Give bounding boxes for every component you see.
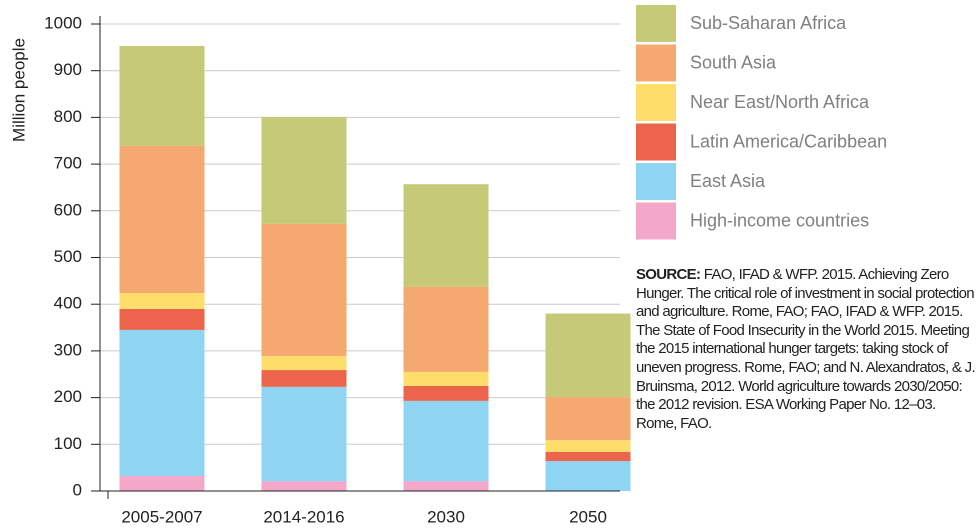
x-tick-label: 2030 bbox=[427, 507, 465, 526]
bar-segment bbox=[545, 313, 631, 398]
legend-label: Near East/North Africa bbox=[690, 92, 870, 112]
legend-swatch bbox=[636, 202, 676, 240]
y-tick-label: 700 bbox=[54, 154, 82, 173]
y-tick-label: 500 bbox=[54, 247, 82, 266]
bar-segment bbox=[403, 184, 489, 287]
bar-segment bbox=[119, 308, 205, 330]
bar-segment bbox=[261, 370, 347, 387]
bar-segment bbox=[545, 397, 631, 441]
y-tick-label: 900 bbox=[54, 60, 82, 79]
legend-label: High-income countries bbox=[690, 210, 869, 230]
x-tick-label: 2050 bbox=[569, 507, 607, 526]
bar-segment bbox=[261, 356, 347, 371]
source-text: FAO, IFAD & WFP. 2015. Achieving Zero Hu… bbox=[636, 266, 976, 432]
y-tick-label: 300 bbox=[54, 340, 82, 359]
bar-segment bbox=[261, 223, 347, 357]
y-tick-label: 800 bbox=[54, 107, 82, 126]
y-tick-label: 1000 bbox=[44, 13, 82, 32]
x-tick-label: 2005-2007 bbox=[121, 507, 202, 526]
legend-swatch bbox=[636, 5, 676, 42]
bar-segment bbox=[403, 371, 489, 386]
bar-segment bbox=[261, 386, 347, 482]
x-tick-label: 2014-2016 bbox=[263, 507, 344, 526]
bar-segment bbox=[403, 385, 489, 401]
legend-swatch bbox=[636, 163, 676, 200]
y-tick-label: 400 bbox=[54, 294, 82, 313]
legend-label: Sub-Saharan Africa bbox=[690, 13, 847, 33]
y-tick-label: 200 bbox=[54, 387, 82, 406]
bar-segment bbox=[403, 286, 489, 372]
bar-segment bbox=[545, 461, 631, 491]
bar-segment bbox=[119, 45, 205, 146]
bar-segment bbox=[119, 329, 205, 477]
bar-segment bbox=[403, 400, 489, 482]
source-label: SOURCE: bbox=[636, 266, 701, 283]
bar-segment bbox=[119, 476, 205, 491]
bar-segment bbox=[261, 116, 347, 224]
y-tick-label: 0 bbox=[73, 480, 82, 499]
bar-segment bbox=[545, 451, 631, 462]
bar-segment bbox=[119, 145, 205, 293]
legend-swatch bbox=[636, 123, 676, 161]
y-axis-label: Million people bbox=[9, 38, 28, 142]
y-tick-label: 600 bbox=[54, 200, 82, 219]
legend-swatch bbox=[636, 44, 676, 82]
legend-label: East Asia bbox=[690, 171, 766, 191]
legend-swatch bbox=[636, 84, 676, 121]
legend-label: Latin America/Caribbean bbox=[690, 131, 887, 151]
bar-segment bbox=[119, 292, 205, 309]
bar-segment bbox=[261, 481, 347, 491]
source-note: SOURCE: FAO, IFAD & WFP. 2015. Achieving… bbox=[636, 266, 976, 433]
bar-segment bbox=[403, 481, 489, 491]
y-tick-label: 100 bbox=[54, 434, 82, 453]
legend-label: South Asia bbox=[690, 52, 777, 72]
bar-segment bbox=[545, 440, 631, 452]
